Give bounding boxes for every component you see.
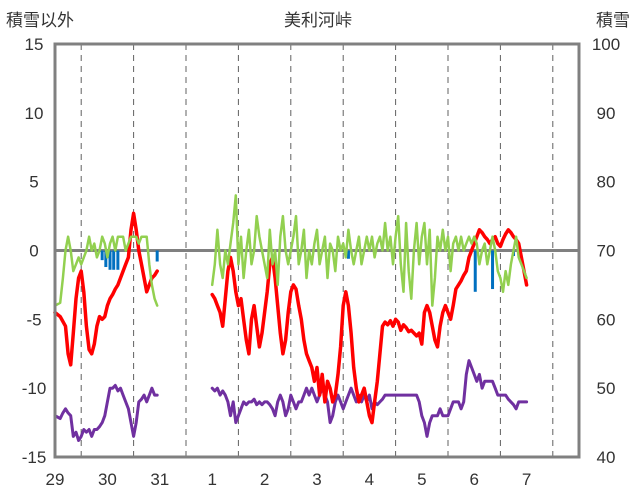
x-tick-label: 30 [98,470,117,489]
blue-bar [116,250,120,270]
blue-bar [108,250,112,270]
grid-layer [55,44,579,457]
y-left-tick-label: 15 [25,35,44,54]
y-left-tick-label: 0 [29,242,38,261]
blue-bar [112,250,116,270]
x-tick-label: 3 [312,470,321,489]
blue-bar [473,250,477,292]
x-tick-label: 2 [260,470,269,489]
y-right-axis-label: 積雪 [596,11,630,30]
blue-bar [104,250,108,268]
x-tick-label: 1 [207,470,216,489]
blue-bar [100,250,104,261]
x-tick-label: 7 [522,470,531,489]
series-line-purple [53,383,159,442]
y-left-tick-label: -10 [22,379,47,398]
plot-frame [53,42,581,459]
y-right-tick-label: 50 [597,379,616,398]
y-right-tick-label: 100 [592,35,620,54]
y-right-tick-label: 80 [597,173,616,192]
series-line-purple [210,359,529,438]
blue-bar [491,250,495,290]
y-right-tick-label: 60 [597,310,616,329]
y-right-tick-label: 70 [597,242,616,261]
y-left-tick-label: -5 [26,310,41,329]
y-right-tick-label: 90 [597,104,616,123]
blue-bar [346,250,350,259]
y-left-axis-label: 積雪以外 [6,11,74,30]
x-tick-label: 6 [469,470,478,489]
bars-layer [100,250,515,292]
x-tick-label: 5 [417,470,426,489]
lines-layer [53,194,529,442]
series-line-red [210,228,529,425]
y-right-tick-label: 40 [597,448,616,467]
y-left-tick-label: 5 [29,173,38,192]
blue-bar [155,250,159,262]
chart-title: 美利河峠 [284,11,352,30]
x-tick-label: 4 [365,470,374,489]
series-line-red [53,211,159,367]
y-left-tick-label: 10 [25,104,44,123]
x-tick-label: 31 [150,470,169,489]
y-left-tick-label: -15 [22,448,47,467]
series-line-green [210,194,528,307]
series-line-green [53,235,159,307]
x-tick-label: 29 [46,470,65,489]
